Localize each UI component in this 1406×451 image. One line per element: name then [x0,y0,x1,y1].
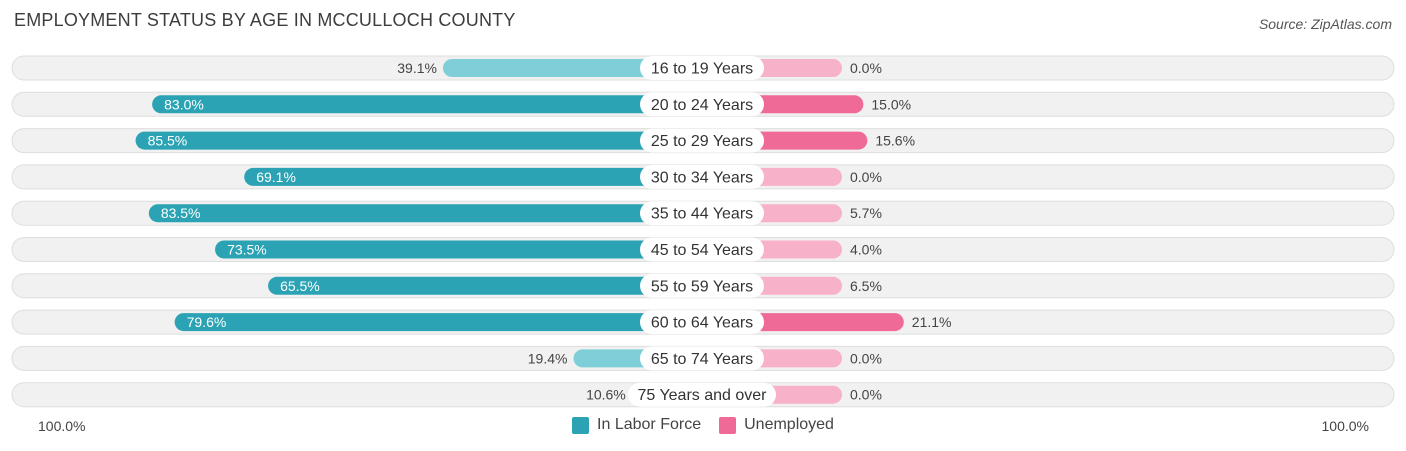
category-label: 75 Years and over [638,387,768,404]
legend-label-labor-force: In Labor Force [597,416,702,433]
unemployed-value: 0.0% [850,387,882,403]
labor-force-value: 73.5% [227,242,267,258]
category-label: 65 to 74 Years [651,351,753,368]
labor-force-value: 10.6% [586,387,626,403]
category-label: 45 to 54 Years [651,242,753,259]
legend-label-unemployed: Unemployed [744,416,834,433]
labor-force-bar [244,167,702,186]
labor-force-bar [148,204,702,223]
unemployed-value: 15.6% [875,133,915,149]
category-label: 35 to 44 Years [651,206,753,223]
labor-force-value: 85.5% [148,133,188,149]
category-label: 60 to 64 Years [651,315,753,332]
category-pill [640,56,764,80]
unemployed-value: 21.1% [912,314,952,330]
category-pill [640,201,764,226]
category-label: 25 to 29 Years [651,133,753,150]
unemployed-value: 4.0% [850,242,882,258]
labor-force-value: 39.1% [397,60,437,76]
labor-force-value: 69.1% [256,169,296,185]
category-pill [640,164,764,189]
unemployed-value: 0.0% [850,60,882,76]
category-pill [640,92,764,117]
labor-force-value: 65.5% [280,278,320,294]
category-pill [640,273,764,298]
category-pill [640,346,764,371]
category-label: 55 to 59 Years [651,278,753,295]
category-pill [640,237,764,262]
labor-force-value: 83.0% [164,96,204,112]
category-label: 30 to 34 Years [651,169,753,186]
chart-title: EMPLOYMENT STATUS BY AGE IN MCCULLOCH CO… [14,10,516,30]
labor-force-bar [174,313,702,332]
axis-left-label: 100.0% [38,418,86,434]
legend-swatch-unemployed [719,416,737,434]
legend-item-unemployed[interactable]: Unemployed [719,416,834,434]
legend: In Labor Force Unemployed [0,416,1406,434]
category-label: 16 to 19 Years [651,61,753,78]
category-pill [640,310,764,335]
labor-force-bar [442,59,702,77]
axis-right-label: 100.0% [1321,418,1369,434]
category-label: 20 to 24 Years [651,97,753,114]
labor-force-bar [135,131,702,150]
unemployed-value: 0.0% [850,169,882,185]
unemployed-value: 0.0% [850,350,882,366]
labor-force-value: 79.6% [187,314,227,330]
unemployed-value: 15.0% [871,96,911,112]
labor-force-bar [268,276,702,295]
labor-force-value: 19.4% [528,350,568,366]
category-pill [640,128,764,153]
legend-item-labor-force[interactable]: In Labor Force [572,416,701,434]
labor-force-bar [152,95,702,114]
unemployed-value: 5.7% [850,205,882,221]
labor-force-value: 83.5% [161,205,201,221]
source-credit: Source: ZipAtlas.com [1258,16,1392,32]
category-pill [628,382,776,407]
legend-swatch-labor-force [572,416,590,434]
unemployed-value: 6.5% [850,278,882,294]
labor-force-bar [215,240,702,259]
